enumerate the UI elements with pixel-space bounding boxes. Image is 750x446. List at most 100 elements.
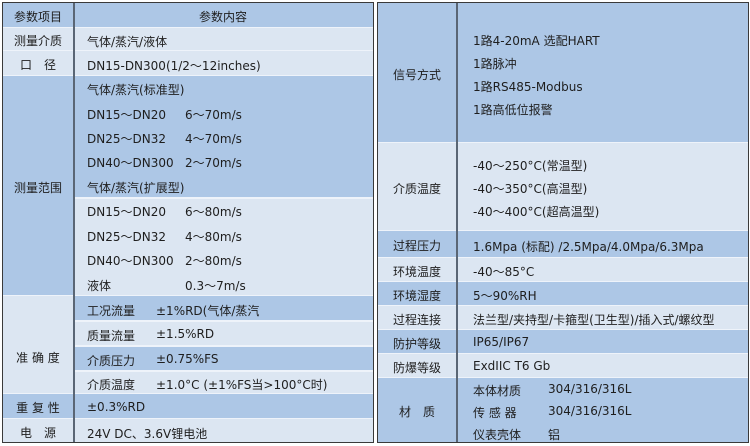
- row-label: 防爆等级: [392, 361, 441, 375]
- spec-detail: 304/316/316L: [548, 382, 632, 396]
- row-content-cell: [456, 354, 748, 378]
- spec-detail: ±1.5%RD: [156, 326, 215, 341]
- spec-value: 液体: [87, 278, 112, 293]
- spec-value: 质量流量: [87, 328, 136, 343]
- row-content-cell: [73, 296, 373, 321]
- row-label: 环境湿度: [392, 289, 441, 303]
- row-content-cell: [73, 76, 373, 198]
- spec-detail: 0.3～7m/s: [185, 278, 246, 293]
- row-label: 准 确 度: [16, 351, 60, 365]
- row-content-cell: [456, 3, 748, 143]
- row-divider: [73, 197, 373, 199]
- spec-value: DN15～DN20: [87, 205, 166, 220]
- row-divider: [73, 345, 373, 347]
- row-label: 材 质: [398, 405, 435, 419]
- row-content-cell: [456, 330, 748, 354]
- spec-value: 仪表壳体: [473, 428, 522, 442]
- spec-value: 1.6Mpa (标配) /2.5Mpa/4.0Mpa/6.3Mpa: [473, 239, 704, 254]
- spec-value: 介质温度: [87, 377, 136, 392]
- spec-value: -40～350°C(高温型): [473, 182, 588, 196]
- row-label: 防护等级: [392, 337, 441, 351]
- spec-detail: 4～70m/s: [185, 132, 242, 146]
- header-content: 参数内容: [198, 10, 247, 24]
- spec-value: ±0.3%RD: [87, 399, 146, 414]
- spec-value: 1路脉冲: [473, 56, 517, 71]
- spec-value: 介质压力: [87, 353, 136, 368]
- column-divider: [456, 3, 458, 442]
- row-label-cell: [378, 378, 456, 442]
- row-label-cell: [3, 51, 73, 76]
- spec-detail: ±1%RD(气体/蒸汽: [156, 303, 260, 318]
- spec-value: 气体/蒸汽(标准型): [87, 83, 185, 98]
- right-spec-table: 1路4-20mA 选配HART 1路脉冲 1路RS485-Modbus 1路高低位报警…: [377, 2, 749, 443]
- row-label: 介质温度: [392, 182, 441, 196]
- spec-detail: 6～70m/s: [185, 107, 242, 122]
- row-label-cell: [378, 231, 456, 258]
- spec-value: 1路高低位报警: [473, 102, 553, 117]
- spec-value: ExdIIC T6 Gb: [473, 359, 551, 373]
- header-label: 参数项目: [13, 10, 62, 24]
- spec-value: 法兰型/夹持型/卡箍型(卫生型)/插入式/螺纹型: [473, 313, 715, 327]
- row-label-cell: [378, 354, 456, 378]
- spec-detail: ±0.75%FS: [156, 351, 219, 366]
- row-content-cell: [456, 378, 748, 442]
- spec-value: DN15-DN300(1/2～12inches): [87, 58, 261, 73]
- left-spec-table: 参数项目 参数内容气体/蒸汽/液体 测量介质 DN15-DN300(1/2～12inc…: [2, 2, 374, 443]
- row-label: 过程连接: [392, 313, 441, 327]
- row-label-cell: [3, 76, 73, 296]
- spec-detail: 铝: [548, 428, 561, 442]
- header-row: [3, 3, 373, 28]
- row-label: 过程压力: [392, 239, 441, 253]
- spec-value: DN15～DN20: [87, 107, 166, 122]
- spec-value: DN25～DN32: [87, 132, 166, 146]
- row-label-cell: [378, 306, 456, 330]
- row-label-cell: [378, 330, 456, 354]
- row-label-cell: [3, 419, 73, 442]
- spec-detail: ±1.0°C (±1%FS当>100°C时): [156, 377, 328, 392]
- row-divider: [73, 370, 373, 372]
- row-content-cell: [73, 198, 373, 296]
- spec-detail: 2～80m/s: [185, 254, 242, 269]
- column-divider: [73, 3, 75, 442]
- spec-value: 气体/蒸汽/液体: [87, 34, 168, 49]
- spec-value: 本体材质: [473, 384, 522, 398]
- row-content-cell: [456, 231, 748, 258]
- row-label-cell: [3, 394, 73, 419]
- spec-value: -40～85°C: [473, 265, 535, 279]
- row-content-cell: [73, 28, 373, 51]
- row-label: 环境温度: [392, 265, 441, 279]
- spec-detail: 2～70m/s: [185, 156, 242, 171]
- row-content-cell: [73, 51, 373, 76]
- row-content-cell: [73, 371, 373, 394]
- row-label: 口 径: [19, 58, 56, 72]
- spec-value: 传 感 器: [473, 406, 517, 420]
- row-label-cell: [378, 282, 456, 306]
- row-label-cell: [378, 143, 456, 231]
- row-content-cell: [73, 419, 373, 442]
- row-label: 重 复 性: [16, 401, 60, 415]
- spec-value: 气体/蒸汽(扩展型): [87, 180, 185, 195]
- spec-value: DN40～DN300: [87, 254, 174, 269]
- row-label: 电 源: [19, 426, 56, 440]
- row-content-cell: [73, 346, 373, 371]
- row-label-cell: [378, 3, 456, 143]
- spec-value: 5～90%RH: [473, 289, 537, 303]
- row-divider: [73, 320, 373, 322]
- spec-detail: 4～80m/s: [185, 229, 242, 244]
- row-label: 测量介质: [13, 34, 62, 48]
- spec-detail: 6～80m/s: [185, 205, 242, 220]
- row-content-cell: [73, 394, 373, 419]
- spec-value: 24V DC、3.6V锂电池: [87, 426, 208, 441]
- spec-value: IP65/IP67: [473, 335, 530, 349]
- row-content-cell: [456, 282, 748, 306]
- row-content-cell: [456, 143, 748, 231]
- row-label: 测量范围: [13, 181, 62, 195]
- spec-value: 工况流量: [87, 303, 136, 318]
- spec-value: -40～250°C(常温型): [473, 159, 588, 173]
- spec-value: 1路4-20mA 选配HART: [473, 33, 600, 48]
- spec-value: DN40～DN300: [87, 156, 174, 171]
- spec-value: 1路RS485-Modbus: [473, 79, 583, 94]
- row-label-cell: [3, 296, 73, 394]
- row-content-cell: [456, 258, 748, 282]
- spec-value: -40～400°C(超高温型): [473, 205, 600, 219]
